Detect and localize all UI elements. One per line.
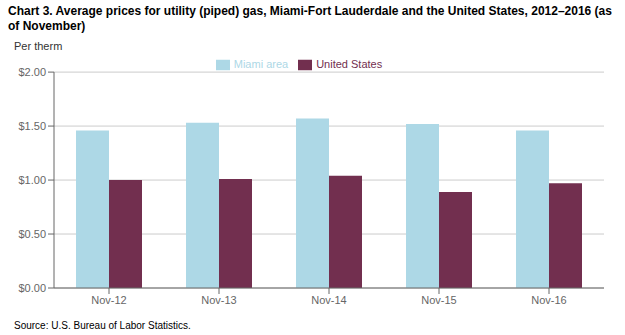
svg-text:Nov-14: Nov-14 (311, 294, 346, 306)
svg-text:$1.50: $1.50 (18, 120, 46, 132)
html-text:United States: United States (316, 58, 383, 70)
svg-text:$1.00: $1.00 (18, 174, 46, 186)
svg-text:$2.00: $2.00 (18, 66, 46, 78)
svg-text:Nov-12: Nov-12 (91, 294, 126, 306)
svg-text:Nov-16: Nov-16 (531, 294, 566, 306)
svg-text:Nov-13: Nov-13 (201, 294, 236, 306)
html-text:Miami area: Miami area (233, 58, 289, 70)
html-text:Per therm: Per therm (14, 40, 63, 52)
svg-text:$0.50: $0.50 (18, 228, 46, 240)
svg-text:$0.00: $0.00 (18, 282, 46, 294)
html-text:Source: U.S. Bureau of Labor S: Source: U.S. Bureau of Labor Statistics. (14, 320, 191, 331)
svg-text:Nov-15: Nov-15 (421, 294, 456, 306)
html-text:Chart 3. Average prices for ut: Chart 3. Average prices for utility (pip… (8, 4, 612, 33)
